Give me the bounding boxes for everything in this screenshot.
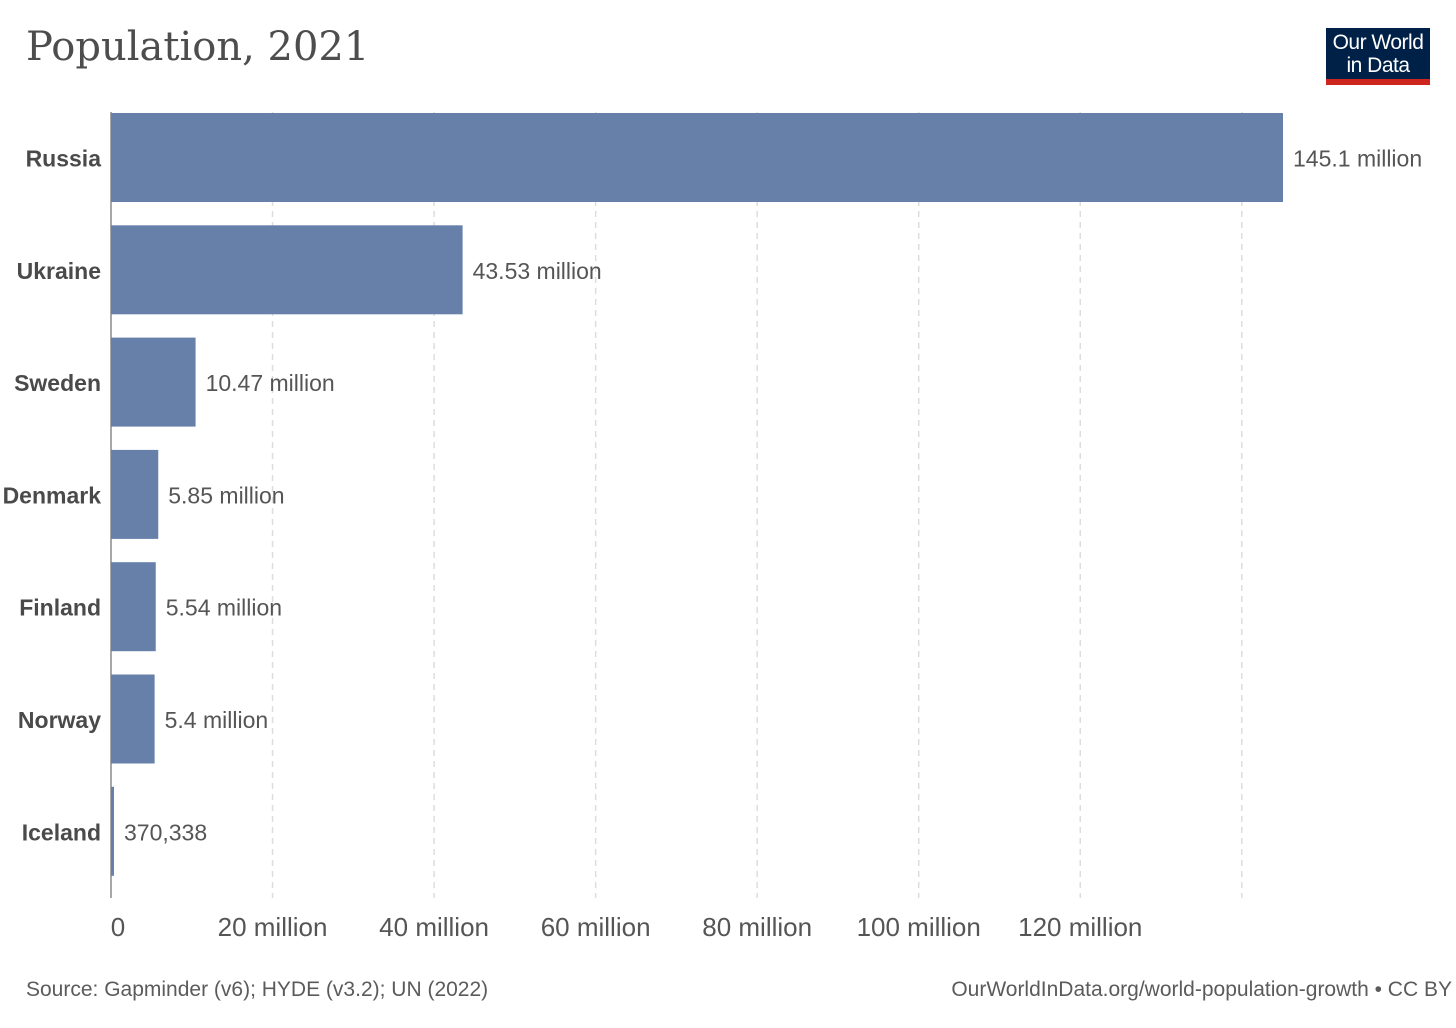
category-label: Sweden <box>14 370 101 396</box>
bar <box>111 786 114 876</box>
bar <box>111 225 463 315</box>
value-label: 370,338 <box>124 819 207 845</box>
x-tick-label: 0 <box>111 912 125 942</box>
x-tick-label: 80 million <box>702 912 812 942</box>
value-label: 43.53 million <box>473 258 602 284</box>
bar <box>111 113 1283 202</box>
chart-title: Population, 2021 <box>26 24 370 70</box>
label-layer: 0 20 million 40 million 60 million 80 millio… <box>3 146 1423 943</box>
category-label: Denmark <box>3 482 102 508</box>
logo-text-line1: Our World <box>1332 31 1424 54</box>
category-label: Ukraine <box>17 258 101 284</box>
value-label: 10.47 million <box>206 370 335 396</box>
owid-logo[interactable]: Our World in Data <box>1326 28 1430 85</box>
bar <box>111 562 156 652</box>
x-tick-label: 40 million <box>379 912 489 942</box>
logo-text-line2: in Data <box>1346 54 1410 77</box>
category-label: Finland <box>19 595 101 621</box>
category-label: Iceland <box>22 819 101 845</box>
x-tick-label: 120 million <box>1018 912 1142 942</box>
value-label: 5.85 million <box>168 482 284 508</box>
source-note: Source: Gapminder (v6); HYDE (v3.2); UN … <box>26 978 489 1001</box>
value-label: 145.1 million <box>1293 146 1422 172</box>
x-tick-label: 60 million <box>541 912 651 942</box>
value-label: 5.4 million <box>165 707 269 733</box>
bar <box>111 449 159 539</box>
logo-accent-bar <box>1326 79 1430 85</box>
category-label: Russia <box>26 146 102 172</box>
category-label: Norway <box>18 707 101 733</box>
source-url[interactable]: OurWorldInData.org/world-population-grow… <box>951 978 1452 1001</box>
bar <box>111 674 155 764</box>
bar-layer <box>111 113 1283 876</box>
x-tick-label: 100 million <box>857 912 981 942</box>
bar-chart: 0 20 million 40 million 60 million 80 millio… <box>3 112 1423 943</box>
x-tick-label: 20 million <box>218 912 328 942</box>
bar <box>111 337 196 427</box>
value-label: 5.54 million <box>166 595 282 621</box>
